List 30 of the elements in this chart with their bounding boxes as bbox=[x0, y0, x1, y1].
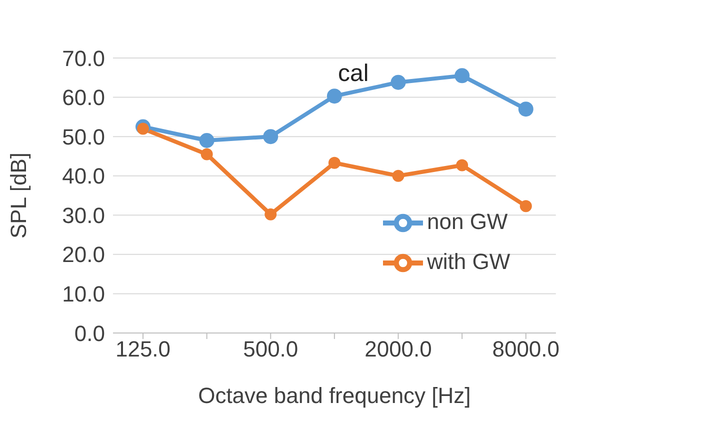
point bbox=[199, 133, 214, 148]
point bbox=[456, 159, 468, 172]
y-tick-label: 10.0 bbox=[62, 282, 105, 307]
point bbox=[264, 208, 277, 220]
point bbox=[390, 74, 406, 90]
y-tick-label: 60.0 bbox=[62, 85, 105, 110]
y-tick-label: 30.0 bbox=[62, 202, 105, 228]
y-tick-label: 50.0 bbox=[62, 124, 105, 150]
point bbox=[263, 129, 278, 144]
point bbox=[326, 88, 342, 104]
point bbox=[520, 200, 532, 212]
x-tick-label: 500.0 bbox=[243, 336, 298, 362]
point bbox=[200, 148, 213, 160]
x-tick-label: 8000.0 bbox=[492, 336, 560, 362]
x-tick-label: 2000.0 bbox=[364, 336, 432, 362]
y-tick-label: 20.0 bbox=[62, 242, 105, 268]
point bbox=[392, 170, 404, 182]
legend-label: non GW bbox=[427, 208, 508, 234]
y-axis-title: SPL [dB] bbox=[6, 152, 31, 239]
y-tick-label: 0.0 bbox=[74, 320, 105, 346]
y-tick-label: 70.0 bbox=[62, 46, 105, 71]
point bbox=[328, 156, 340, 169]
y-tick-label: 40.0 bbox=[62, 164, 105, 189]
point bbox=[454, 68, 470, 84]
x-axis-title: Octave band frequency [Hz] bbox=[198, 383, 471, 408]
annotation: cal bbox=[338, 60, 369, 88]
x-tick-label: 125.0 bbox=[115, 336, 171, 362]
point bbox=[137, 122, 149, 135]
legend-label: with GW bbox=[427, 248, 510, 274]
point bbox=[518, 102, 534, 117]
